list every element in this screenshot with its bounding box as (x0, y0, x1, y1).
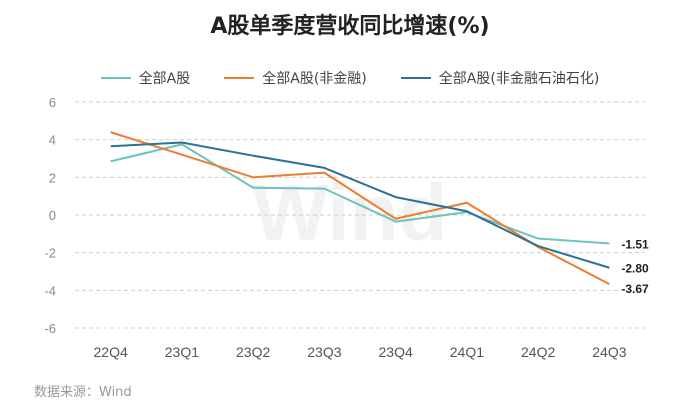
legend-item-all-a: 全部A股 (100, 68, 191, 88)
legend-swatch-all-a (100, 77, 131, 79)
y-tick-label: 0 (49, 208, 56, 223)
y-tick-label: -4 (44, 283, 56, 298)
legend-label-all-a: 全部A股 (138, 71, 191, 87)
watermark: Wind (253, 168, 448, 257)
x-tick-label: 24Q1 (450, 344, 484, 360)
chart-title: A股单季度营收同比增速(%) (210, 14, 490, 39)
y-tick-label: 4 (49, 133, 56, 148)
legend-label-non-fin-oil: 全部A股(非金融石油石化) (438, 71, 600, 87)
series-line-0 (110, 143, 610, 245)
x-tick-label: 24Q3 (592, 344, 626, 360)
y-tick-label: 6 (49, 95, 56, 110)
y-tick-label: -2 (44, 246, 56, 261)
legend-swatch-non-fin-oil (400, 77, 431, 79)
x-tick-label: 24Q2 (521, 344, 555, 360)
data-label-2: -2.80 (621, 262, 649, 276)
data-label-1: -3.67 (621, 282, 649, 296)
source-note: 数据来源：Wind (34, 385, 132, 400)
x-tick-label: 23Q4 (379, 344, 413, 360)
legend-item-non-fin-oil: 全部A股(非金融石油石化) (400, 68, 600, 88)
series-line-2 (110, 141, 610, 269)
data-label-0: -1.51 (621, 237, 649, 251)
legend-swatch-non-financial (224, 77, 255, 79)
x-tick-label: 23Q3 (307, 344, 341, 360)
y-tick-label: -6 (44, 321, 56, 336)
x-tick-label: 23Q2 (236, 344, 270, 360)
chart-legend: 全部A股 全部A股(非金融) 全部A股(非金融石油石化) (0, 66, 700, 90)
x-tick-label: 22Q4 (94, 344, 128, 360)
y-tick-label: 2 (49, 170, 56, 185)
legend-item-non-financial: 全部A股(非金融) (224, 68, 367, 88)
x-tick-label: 23Q1 (165, 344, 199, 360)
legend-label-non-financial: 全部A股(非金融) (262, 71, 367, 87)
